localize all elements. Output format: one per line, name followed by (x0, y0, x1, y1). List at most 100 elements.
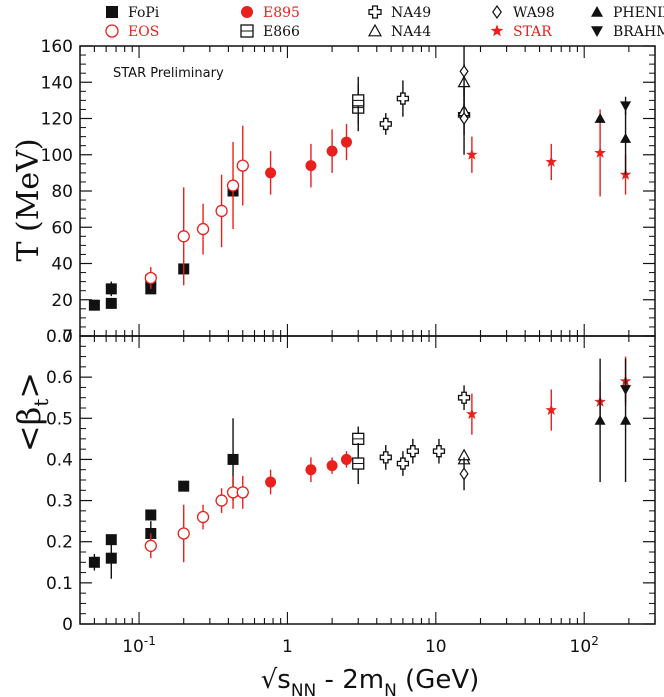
legend-marker-brahms (591, 26, 603, 37)
x-axis-label: √sNN - 2mN (GeV) (261, 665, 480, 697)
top-series-na49 (379, 75, 471, 155)
legend-marker-wa98 (492, 4, 502, 20)
bottom-frame (79, 335, 656, 625)
legend-label-phenix: PHENIX (613, 5, 664, 21)
x-tick-label: 10 (425, 637, 447, 657)
legend-label-brahms: BRAHMS (613, 24, 664, 40)
top-series-fopi (88, 185, 239, 311)
top-point-na49 (379, 117, 392, 131)
bottom-point-star (466, 408, 478, 420)
top-point-star (545, 155, 557, 167)
bottom-point-na49 (406, 445, 419, 458)
legend-marker-na49 (368, 5, 382, 19)
top-point-e895 (265, 167, 277, 179)
bottom-point-phenix (620, 414, 632, 425)
top-point-e895 (326, 145, 338, 157)
legend-entry-star: STAR (490, 24, 552, 40)
legend-entry-wa98: WA98 (492, 4, 555, 21)
top-point-phenix (620, 132, 632, 143)
bottom-ytick-label: 0.6 (46, 368, 73, 388)
top-point-star (466, 148, 478, 160)
legend-marker-fopi (106, 6, 118, 18)
top-point-na49 (396, 92, 410, 105)
top-ytick-label: 120 (41, 110, 73, 130)
bottom-point-e895 (305, 464, 317, 476)
bottom-point-fopi (145, 509, 157, 521)
top-panel-temperature: 0 20 40 60 80 100 120 140 160 STAR Preliminary (41, 37, 656, 347)
top-point-eos (144, 271, 157, 285)
top-ytick-label: 0 (62, 327, 73, 347)
legend-label-eos: EOS (128, 24, 159, 40)
top-point-eos (226, 179, 240, 192)
bottom-point-fopi (227, 453, 239, 465)
legend-entry-phenix: PHENIX (591, 5, 664, 21)
legend-marker-phenix (591, 6, 603, 17)
top-point-fopi (88, 299, 100, 311)
bottom-series-na49 (379, 385, 471, 476)
y-axis-label-bottom: <βt> (10, 372, 53, 452)
top-point-brahms (620, 101, 632, 112)
bottom-point-star (545, 404, 557, 415)
top-point-e895 (305, 160, 317, 172)
legend-entry-eos: EOS (105, 24, 159, 40)
top-series-eos (144, 125, 249, 289)
bottom-point-wa98 (459, 467, 469, 481)
top-point-wa98 (459, 111, 469, 126)
top-point-e866 (352, 94, 365, 107)
bottom-point-brahms (620, 385, 632, 395)
top-ytick-label: 140 (41, 73, 73, 93)
bottom-ytick-label: 0.4 (46, 450, 73, 470)
legend-label-fopi: FoPi (128, 5, 160, 21)
bottom-point-fopi (88, 556, 100, 568)
bottom-point-eos (215, 494, 228, 507)
bottom-point-e866 (352, 457, 365, 470)
bottom-series-e866 (352, 426, 365, 485)
legend-marker-star (490, 24, 504, 37)
top-point-e895 (340, 136, 352, 148)
bottom-point-e895 (265, 476, 277, 488)
bottom-series-e895 (265, 451, 352, 495)
top-series-wa98 (459, 46, 469, 135)
x-tick-label: 10-1 (122, 634, 156, 657)
legend-entry-na49: NA49 (368, 5, 431, 21)
bottom-series-brahms (620, 377, 632, 402)
top-series-brahms (620, 96, 632, 115)
x-tick-label: 1 (282, 637, 293, 657)
bottom-point-e895 (326, 460, 338, 472)
annotation-star-preliminary: STAR Preliminary (113, 66, 224, 81)
bottom-ytick-label: 0.1 (46, 574, 73, 594)
bottom-ytick-label: 0.5 (46, 409, 73, 429)
bottom-ytick-label: 0 (62, 615, 73, 635)
legend-marker-eos (105, 24, 119, 38)
top-series-e895 (265, 123, 352, 195)
bottom-panel-flow-velocity: 0 0.1 0.2 0.3 0.4 0.5 0.6 0.7 (46, 327, 656, 635)
top-ytick-label: 80 (51, 182, 73, 202)
top-point-phenix (594, 113, 606, 123)
legend-entry-e895: E895 (241, 5, 300, 21)
bottom-point-e866 (352, 432, 365, 446)
bottom-point-na49 (457, 391, 471, 404)
top-series-e866 (352, 76, 365, 132)
top-point-wa98 (459, 64, 469, 78)
bottom-point-fopi (178, 480, 190, 492)
legend: FoPi EOS E895 E866 NA49 NA44 WA98 STAR PHENIX BRA… (105, 4, 664, 40)
legend-entry-fopi: FoPi (106, 5, 160, 21)
top-point-fopi (105, 283, 117, 295)
bottom-series-star (466, 356, 632, 435)
legend-entry-brahms: BRAHMS (591, 24, 664, 40)
bottom-point-phenix (594, 414, 606, 425)
bottom-point-eos (236, 486, 249, 499)
legend-label-e866: E866 (263, 24, 300, 40)
top-point-eos (236, 159, 249, 172)
top-point-fopi (105, 297, 117, 309)
top-point-eos (177, 230, 190, 243)
bottom-point-eos (177, 527, 190, 540)
legend-entry-na44: NA44 (367, 23, 431, 40)
top-ytick-label: 40 (51, 255, 73, 275)
bottom-point-na49 (432, 445, 446, 458)
legend-entry-e866: E866 (240, 24, 300, 40)
bottom-point-eos (144, 539, 157, 552)
legend-label-star: STAR (513, 24, 552, 40)
legend-label-na49: NA49 (391, 5, 431, 21)
x-tick-label: 102 (570, 634, 599, 657)
